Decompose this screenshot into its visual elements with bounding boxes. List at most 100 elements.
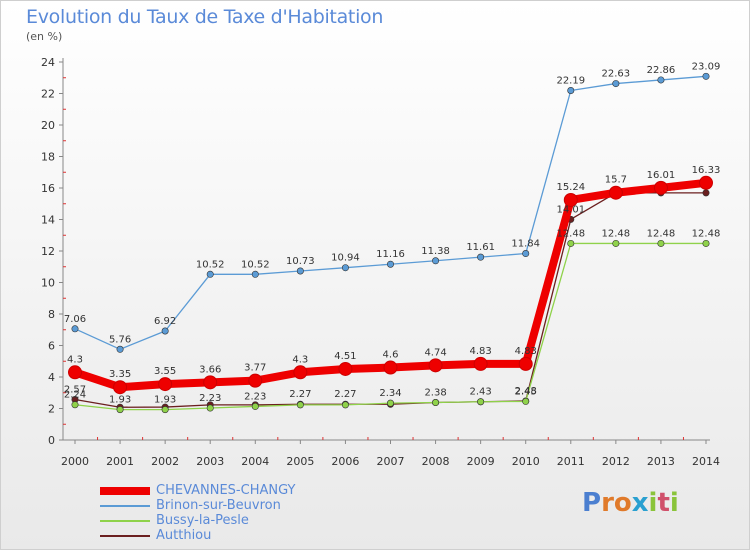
data-label-brinon-sur-beuvron: 6.92 <box>154 316 176 327</box>
data-point-brinon-sur-beuvron <box>386 260 394 268</box>
x-tick-label: 2003 <box>196 455 224 468</box>
data-label-chevannes-changy: 16.33 <box>692 165 721 176</box>
data-label-brinon-sur-beuvron: 22.19 <box>556 76 585 87</box>
x-tick-label: 2002 <box>151 455 179 468</box>
data-label-autthiou: 2.57 <box>64 385 86 396</box>
data-label-bussy-la-pesle: 12.48 <box>602 228 631 239</box>
y-tick-label: 6 <box>48 340 55 353</box>
chart-subtitle: (en %) <box>26 30 63 43</box>
data-point-chevannes-changy <box>608 185 623 200</box>
data-label-bussy-la-pesle: 1.93 <box>109 395 131 406</box>
data-label-bussy-la-pesle: 2.45 <box>515 386 537 397</box>
legend-label-brinon-sur-beuvron: Brinon-sur-Beuvron <box>156 498 281 513</box>
x-tick-label: 2010 <box>512 455 540 468</box>
data-label-autthiou: 2.48 <box>515 386 537 397</box>
data-label-brinon-sur-beuvron: 11.61 <box>466 242 495 253</box>
data-label-brinon-sur-beuvron: 10.52 <box>196 259 225 270</box>
logo-letter: r <box>601 488 614 518</box>
x-tick-label: 2001 <box>106 455 134 468</box>
x-tick-label: 2009 <box>467 455 495 468</box>
data-point-bussy-la-pesle <box>477 398 485 406</box>
data-label-brinon-sur-beuvron: 5.76 <box>109 334 131 345</box>
x-tick-label: 2006 <box>331 455 359 468</box>
y-tick-label: 14 <box>41 214 55 227</box>
y-tick-label: 18 <box>41 151 55 164</box>
chart-data-labels: 2.57 2.27 2.27 2.38 2.43 2.48 14.01 2.24 1.93 1.9… <box>64 61 720 405</box>
data-point-autthiou <box>702 189 710 197</box>
data-point-brinon-sur-beuvron <box>341 264 349 272</box>
data-point-bussy-la-pesle <box>296 401 304 409</box>
data-label-bussy-la-pesle: 1.93 <box>154 395 176 406</box>
data-point-chevannes-changy <box>653 180 668 195</box>
data-point-bussy-la-pesle <box>161 406 169 414</box>
data-point-brinon-sur-beuvron <box>702 72 710 80</box>
data-point-brinon-sur-beuvron <box>432 257 440 265</box>
data-point-bussy-la-pesle <box>612 239 620 247</box>
data-label-bussy-la-pesle: 2.23 <box>244 391 266 402</box>
data-point-chevannes-changy <box>338 361 353 376</box>
x-tick-label: 2005 <box>286 455 314 468</box>
legend-swatch-brinon-sur-beuvron <box>100 505 150 507</box>
data-label-bussy-la-pesle: 2.23 <box>199 393 221 404</box>
data-label-brinon-sur-beuvron: 10.73 <box>286 256 315 267</box>
data-point-chevannes-changy <box>293 365 308 380</box>
data-point-bussy-la-pesle <box>432 399 440 407</box>
data-label-chevannes-changy: 4.74 <box>424 347 446 358</box>
data-point-bussy-la-pesle <box>522 397 530 405</box>
data-label-bussy-la-pesle: 12.48 <box>692 228 721 239</box>
data-point-chevannes-changy <box>428 358 443 373</box>
y-tick-label: 20 <box>41 119 55 132</box>
data-label-chevannes-changy: 4.6 <box>383 350 399 361</box>
data-label-chevannes-changy: 15.7 <box>605 175 627 186</box>
data-point-brinon-sur-beuvron <box>567 87 575 95</box>
series-line-brinon-sur-beuvron <box>74 75 707 350</box>
data-label-chevannes-changy: 4.3 <box>67 354 83 365</box>
x-tick-label: 2008 <box>422 455 450 468</box>
data-point-chevannes-changy <box>699 175 713 190</box>
logo-letter: x <box>631 488 649 518</box>
legend-label-autthiou: Autthiou <box>156 528 212 543</box>
chart-series <box>68 72 713 414</box>
legend-swatch-bussy-la-pesle <box>100 520 150 522</box>
data-label-brinon-sur-beuvron: 10.52 <box>241 259 270 270</box>
data-label-chevannes-changy: 16.01 <box>647 170 676 181</box>
y-tick-label: 22 <box>41 88 55 101</box>
logo-letter: P <box>582 488 602 518</box>
data-label-brinon-sur-beuvron: 22.63 <box>602 69 631 80</box>
data-label-autthiou: 2.43 <box>470 387 492 398</box>
y-tick-label: 24 <box>41 56 55 69</box>
data-point-chevannes-changy <box>563 192 578 207</box>
data-point-brinon-sur-beuvron <box>161 327 169 335</box>
data-label-autthiou: 2.27 <box>289 389 311 400</box>
y-tick-label: 0 <box>48 434 55 447</box>
data-label-chevannes-changy: 3.66 <box>199 364 221 375</box>
data-label-brinon-sur-beuvron: 22.86 <box>647 65 676 76</box>
y-tick-label: 4 <box>48 371 55 384</box>
data-point-chevannes-changy <box>68 365 82 380</box>
x-tick-label: 2000 <box>61 455 89 468</box>
data-point-bussy-la-pesle <box>251 402 259 410</box>
legend-swatch-chevannes-changy <box>100 487 150 495</box>
data-label-brinon-sur-beuvron: 23.09 <box>692 61 721 72</box>
data-label-brinon-sur-beuvron: 10.94 <box>331 253 360 264</box>
x-tick-label: 2012 <box>602 455 630 468</box>
data-label-chevannes-changy: 4.3 <box>292 354 308 365</box>
data-point-brinon-sur-beuvron <box>522 250 530 258</box>
data-point-brinon-sur-beuvron <box>657 76 665 84</box>
data-label-brinon-sur-beuvron: 11.84 <box>511 239 540 250</box>
data-label-chevannes-changy: 15.24 <box>556 182 585 193</box>
data-point-brinon-sur-beuvron <box>612 80 620 88</box>
data-label-autthiou: 14.01 <box>556 204 585 215</box>
data-label-chevannes-changy: 4.83 <box>470 346 492 357</box>
y-tick-label: 8 <box>48 308 55 321</box>
x-tick-label: 2013 <box>647 455 675 468</box>
data-point-bussy-la-pesle <box>71 401 79 409</box>
proxiti-logo: Proxiti <box>582 488 679 518</box>
data-point-bussy-la-pesle <box>116 406 124 414</box>
data-point-chevannes-changy <box>158 377 173 392</box>
data-point-brinon-sur-beuvron <box>251 270 259 278</box>
x-tick-label: 2007 <box>377 455 405 468</box>
legend-label-chevannes-changy: CHEVANNES-CHANGY <box>156 483 296 498</box>
